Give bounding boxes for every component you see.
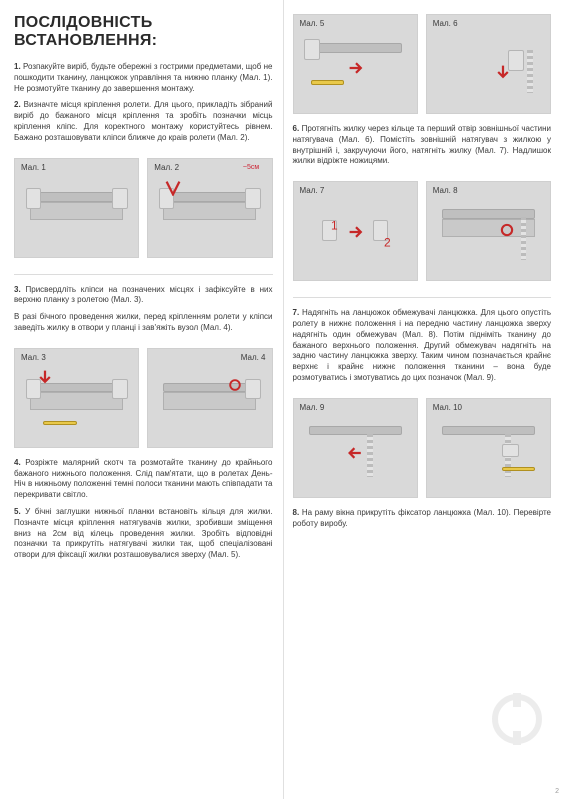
- figure-7-label: Мал. 7: [300, 186, 325, 195]
- step-8-text: На раму вікна прикрутіть фіксатор ланцюж…: [293, 508, 552, 528]
- left-column: ПОСЛІДОВНІСТЬ ВСТАНОВЛЕННЯ: 1. Розпакуйт…: [0, 0, 283, 799]
- step-5-num: 5.: [14, 507, 21, 516]
- figure-5-label: Мал. 5: [300, 19, 325, 28]
- svg-text:1: 1: [331, 218, 338, 232]
- figure-1: Мал. 1: [14, 158, 139, 258]
- figure-9-label: Мал. 9: [300, 403, 325, 412]
- figure-10: Мал. 10: [426, 398, 551, 498]
- figure-row-9-10: Мал. 9 Мал. 10: [293, 398, 552, 498]
- divider-2: [293, 297, 552, 298]
- step-1: 1. Розпакуйте виріб, будьте обережні з г…: [14, 62, 273, 94]
- figure-3: Мал. 3: [14, 348, 139, 448]
- svg-text:2: 2: [384, 235, 391, 249]
- figure-2: Мал. 2 ~5см: [147, 158, 272, 258]
- figure-5: Мал. 5: [293, 14, 418, 114]
- step-7-text: Надягніть на ланцюжок обмежувачі ланцюжк…: [293, 308, 552, 382]
- step-7-num: 7.: [293, 308, 300, 317]
- figure-row-1-2: Мал. 1 Мал. 2 ~5см: [14, 158, 273, 258]
- step-5-text: У бічні заглушки нижньої планки встанові…: [14, 507, 273, 559]
- figure-2-label: Мал. 2: [154, 163, 179, 172]
- figure-8: Мал. 8: [426, 181, 551, 281]
- figure-9: Мал. 9: [293, 398, 418, 498]
- figure-1-label: Мал. 1: [21, 163, 46, 172]
- page-title: ПОСЛІДОВНІСТЬ ВСТАНОВЛЕННЯ:: [14, 14, 273, 50]
- figure-6-label: Мал. 6: [433, 19, 458, 28]
- figure-row-5-6: Мал. 5 Мал. 6: [293, 14, 552, 114]
- step-6: 6. Протягніть жилку через кільце та перш…: [293, 124, 552, 167]
- step-1-text: Розпакуйте виріб, будьте обережні з гост…: [14, 62, 273, 93]
- step-1-num: 1.: [14, 62, 21, 71]
- figure-row-7-8: Мал. 7 1 2 Мал. 8: [293, 181, 552, 281]
- divider-1: [14, 274, 273, 275]
- page-number: 2: [555, 788, 559, 795]
- step-2: 2. Визначте місця кріплення ролети. Для …: [14, 100, 273, 143]
- figure-10-label: Мал. 10: [433, 403, 462, 412]
- figure-2-dimension: ~5см: [243, 164, 259, 171]
- column-divider: [283, 0, 284, 799]
- step-4: 4. Розріжте малярний скотч та розмотайте…: [14, 458, 273, 501]
- figure-3-label: Мал. 3: [21, 353, 46, 362]
- figure-4: Мал. 4: [147, 348, 272, 448]
- step-8-num: 8.: [293, 508, 300, 517]
- step-2-text: Визначте місця кріплення ролети. Для цьо…: [14, 100, 273, 141]
- step-3-text: Присвердліть кліпси на позначених місцях…: [14, 285, 272, 305]
- step-7: 7. Надягніть на ланцюжок обмежувачі ланц…: [293, 308, 552, 384]
- step-3-num: 3.: [14, 285, 21, 294]
- right-column: Мал. 5 Мал. 6 6. Протягніть жилку ч: [283, 0, 565, 799]
- figure-8-label: Мал. 8: [433, 186, 458, 195]
- step-3b: В разі бічного проведення жилки, перед к…: [14, 312, 273, 334]
- step-4-text: Розріжте малярний скотч та розмотайте тк…: [14, 458, 273, 499]
- watermark-icon: [487, 689, 547, 749]
- step-5: 5. У бічні заглушки нижньої планки встан…: [14, 507, 273, 561]
- figure-row-3-4: Мал. 3 Мал. 4: [14, 348, 273, 448]
- step-6-text: Протягніть жилку через кільце та перший …: [293, 124, 552, 165]
- step-3: 3. Присвердліть кліпси на позначених міс…: [14, 285, 273, 307]
- figure-7: Мал. 7 1 2: [293, 181, 418, 281]
- figure-6: Мал. 6: [426, 14, 551, 114]
- figure-4-label: Мал. 4: [241, 353, 266, 362]
- step-2-num: 2.: [14, 100, 21, 109]
- step-6-num: 6.: [293, 124, 300, 133]
- step-8: 8. На раму вікна прикрутіть фіксатор лан…: [293, 508, 552, 530]
- step-4-num: 4.: [14, 458, 21, 467]
